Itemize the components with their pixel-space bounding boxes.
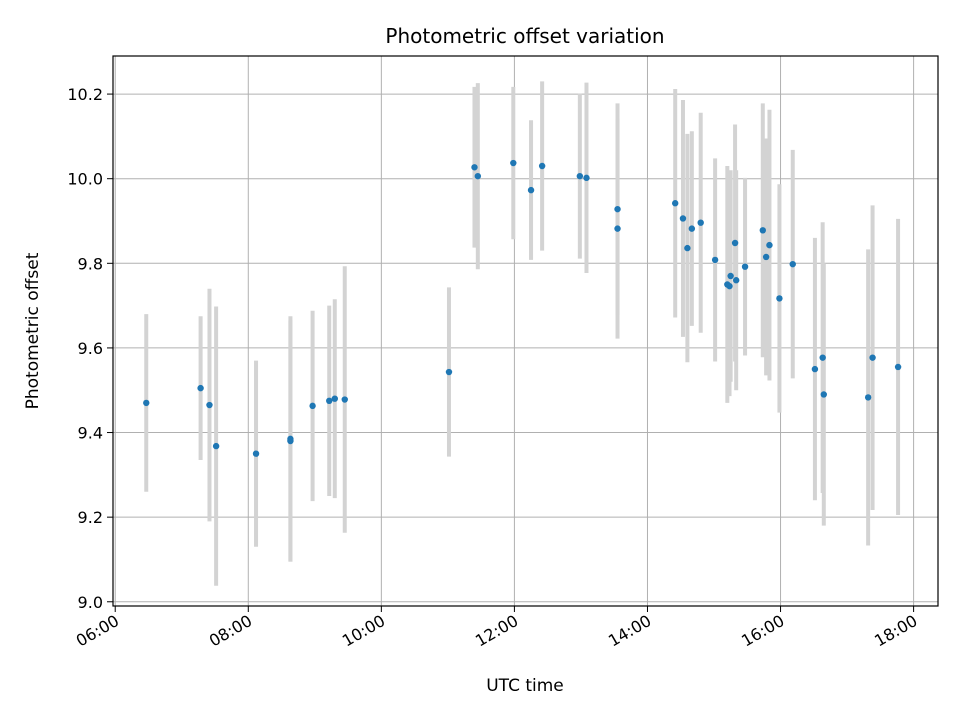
data-point xyxy=(762,253,770,261)
y-tick-label: 10.2 xyxy=(67,85,103,104)
y-axis-label: Photometric offset xyxy=(23,252,43,409)
data-point xyxy=(252,450,260,457)
y-axis-ticks: 9.0 9.2 9.4 9.6 9.8 10.0 10.2 xyxy=(67,85,113,612)
plot-frame xyxy=(112,55,939,607)
data-point xyxy=(474,172,482,180)
y-tick-label: 9.0 xyxy=(78,593,103,612)
data-point xyxy=(741,263,749,270)
data-point xyxy=(731,239,739,247)
data-points xyxy=(143,159,902,457)
data-point xyxy=(614,205,621,213)
data-point xyxy=(197,384,204,392)
data-point xyxy=(527,186,535,194)
data-point xyxy=(776,295,783,302)
data-point xyxy=(869,354,876,361)
data-point xyxy=(789,260,796,268)
data-point xyxy=(510,159,517,167)
data-point xyxy=(727,272,734,280)
data-point xyxy=(811,365,819,373)
data-point xyxy=(206,401,213,409)
y-tick-label: 9.2 xyxy=(78,508,103,527)
data-point xyxy=(583,174,590,182)
data-point xyxy=(445,368,453,376)
y-tick-label: 9.6 xyxy=(78,339,103,358)
data-point xyxy=(894,363,902,371)
data-point xyxy=(614,225,621,232)
data-point xyxy=(331,395,338,402)
data-point xyxy=(576,172,584,180)
data-point xyxy=(341,396,348,403)
data-point xyxy=(759,227,766,234)
data-point xyxy=(538,162,546,170)
y-tick-label: 9.8 xyxy=(78,254,103,273)
data-point xyxy=(688,225,696,232)
data-point xyxy=(143,399,150,407)
data-point xyxy=(819,354,826,361)
data-point xyxy=(820,391,827,398)
data-point xyxy=(766,241,773,249)
data-point xyxy=(212,442,220,450)
y-tick-label: 9.4 xyxy=(78,424,103,443)
x-axis-label: UTC time xyxy=(486,676,564,696)
chart-title: Photometric offset variation xyxy=(385,24,664,48)
data-point xyxy=(732,277,740,284)
data-point xyxy=(684,244,691,252)
data-point xyxy=(471,164,478,171)
data-point xyxy=(671,200,679,207)
data-point xyxy=(309,402,316,410)
data-point xyxy=(287,437,294,445)
grid xyxy=(113,56,938,606)
y-tick-label: 10.0 xyxy=(67,170,103,189)
data-point xyxy=(726,282,733,290)
data-point xyxy=(679,215,687,222)
data-point xyxy=(864,394,872,401)
data-point xyxy=(697,219,704,226)
data-point xyxy=(711,256,719,264)
data-point xyxy=(326,397,333,405)
